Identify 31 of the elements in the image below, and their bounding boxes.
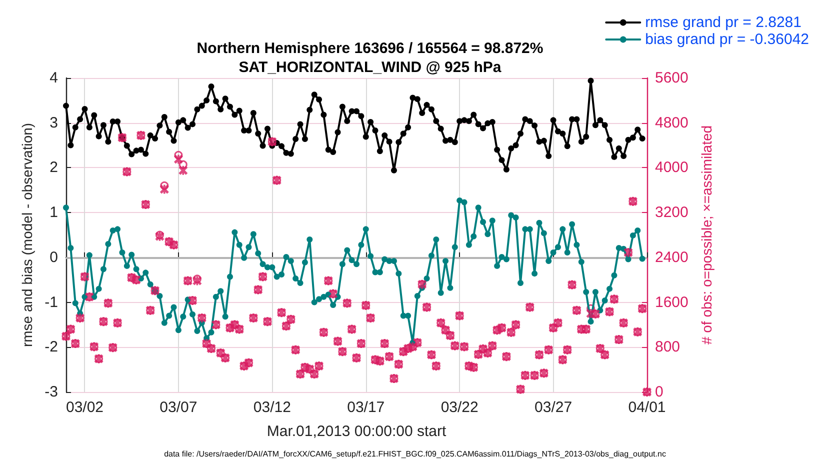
y-tick-label: 4	[50, 70, 58, 86]
x-tick-label: 03/22	[440, 399, 478, 416]
y-tick-label: 3	[50, 114, 58, 132]
x-tick-label: 03/17	[347, 399, 385, 416]
y2-tick-label: 1600	[655, 294, 688, 311]
x-axis-title: Mar.01,2013 00:00:00 start	[266, 423, 447, 440]
x-tick-label: 04/01	[628, 399, 666, 416]
y-axis-title: rmse and bias (model - observation)	[18, 122, 35, 348]
y2-tick-label: 4800	[655, 114, 688, 132]
chart-title: Northern Hemisphere 163696 / 165564 = 98.872%	[196, 40, 544, 57]
y-tick-label: 1	[50, 204, 58, 222]
text: data file: /Users/raeder/DAI/ATM_forcXX/CAM6_setup/f.e21.FHIST_BGC.f09_025.CAM6assim.011/Diags_NTrS_2013-03/obs_diag_output.nc	[164, 450, 666, 458]
y-tick-label: -3	[44, 384, 58, 400]
x-tick-label: 03/27	[534, 399, 572, 416]
x-tick-label: 03/07	[160, 399, 198, 416]
y2-tick-label: 3200	[655, 204, 688, 222]
chart-subtitle: SAT_HORIZONTAL_WIND @ 925 hPa	[238, 59, 502, 76]
y-tick-label: 0	[50, 248, 58, 266]
x-tick-label: 03/12	[253, 399, 291, 416]
y2-tick-label: 0	[655, 384, 664, 400]
y2-axis-title: # of obs: o=possible; ×=assimilated	[698, 125, 714, 345]
legend-label: rmse grand pr = 2.8281	[645, 14, 802, 31]
y-tick-label: -1	[44, 294, 58, 311]
y2-tick-label: 4000	[655, 159, 688, 176]
x-tick-label: 03/02	[66, 399, 104, 416]
y2-tick-label: 2400	[655, 248, 688, 266]
y-tick-label: -2	[44, 338, 58, 356]
y2-tick-label: 800	[655, 338, 680, 356]
legend-label: bias grand pr = -0.36042	[645, 31, 810, 48]
y2-tick-label: 5600	[655, 70, 688, 86]
y-tick-label: 2	[50, 159, 58, 176]
